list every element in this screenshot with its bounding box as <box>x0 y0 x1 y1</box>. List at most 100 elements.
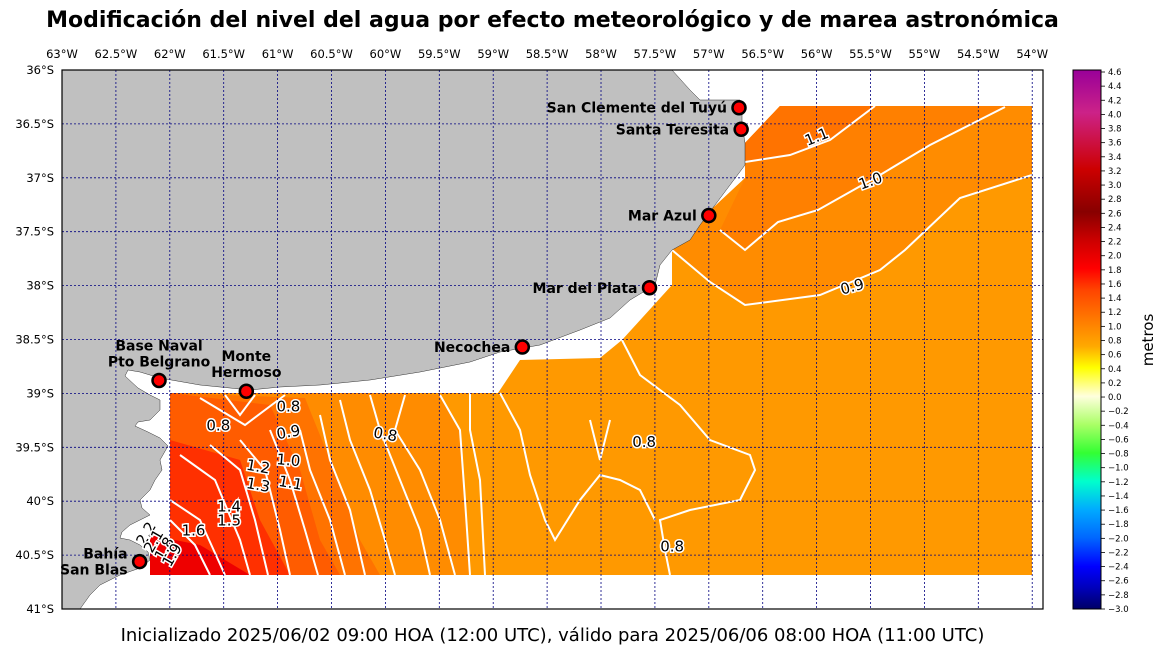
colorbar-tick-label: 2.0 <box>1108 252 1122 262</box>
contour-line-1-4-west <box>269 429 319 576</box>
lat-tick-label: 39.5°S <box>15 440 54 454</box>
contour-label: 1.4 <box>216 496 243 517</box>
station-dot[interactable] <box>514 339 531 355</box>
colorbar-tick-label: −2.8 <box>1108 591 1129 601</box>
colorbar-tick-label: 1.0 <box>1108 322 1122 332</box>
colorbar-tick-label: 3.8 <box>1108 125 1122 135</box>
station-label: San Blas <box>60 563 128 579</box>
contour-label-text: 1.6 <box>182 521 206 539</box>
lon-tick-label: 59.5°W <box>418 47 461 61</box>
contour-label-text: 0.8 <box>206 417 230 435</box>
lat-tick-label: 38°S <box>26 279 54 293</box>
lon-tick-label: 58.5°W <box>526 47 569 61</box>
lon-tick-label: 54°W <box>1016 47 1048 61</box>
colorbar-bar <box>1072 69 1102 610</box>
contour-line-monte-b <box>199 394 286 427</box>
contour-label: 0.8 <box>371 422 401 447</box>
colorbar-tick-label: 3.2 <box>1108 167 1122 177</box>
contour-label-text: 0.8 <box>660 537 684 555</box>
lon-tick-label: 58°W <box>585 47 617 61</box>
station-dot[interactable] <box>151 372 167 389</box>
colorbar-tick-label: 4.4 <box>1108 82 1122 92</box>
contour-line-1-6-west <box>209 444 269 576</box>
colorbar-tick-label: 2.4 <box>1108 223 1122 233</box>
plot-area <box>62 70 1043 609</box>
contour-label: 0.8 <box>275 396 302 417</box>
colorbar-tick-label: −0.2 <box>1108 407 1129 417</box>
colorbar-tick-label: −0.4 <box>1108 421 1129 431</box>
contour-line-0-8-west <box>469 393 486 576</box>
lat-tick-label: 36.5°S <box>15 117 54 131</box>
lat-tick-label: 37°S <box>26 171 54 185</box>
station-dot[interactable] <box>238 383 255 399</box>
station-marker[interactable]: Mar del Plata <box>533 280 658 297</box>
station-dot[interactable] <box>641 280 658 296</box>
colorbar-tick-label: −2.4 <box>1108 563 1129 573</box>
lon-tick-label: 57°W <box>693 47 725 61</box>
colorbar-tick-label: 1.8 <box>1108 266 1122 276</box>
contour-line-1-9-west <box>169 519 211 576</box>
station-marker[interactable]: Mar Azul <box>628 207 717 225</box>
colorbar-tick-label: −0.6 <box>1108 435 1129 445</box>
contour-line-1-3-west <box>299 429 346 576</box>
lon-tick-label: 62°W <box>154 47 186 61</box>
colorbar-tick-label: −1.6 <box>1108 506 1129 516</box>
colorbar-tick-label: 3.4 <box>1108 153 1122 163</box>
colorbar-tick-label: −3.0 <box>1108 605 1129 615</box>
colorbar-tick-label: −2.0 <box>1108 534 1129 544</box>
station-label: Monte <box>221 349 271 365</box>
contour-line-1-0-west <box>369 394 431 576</box>
lon-tick-labels: 63°W 62.5°W 62°W 61.5°W 61°W 60.5°W 60°W 59.5°W… <box>46 47 1048 61</box>
station-marker[interactable]: Santa Teresita <box>616 121 749 138</box>
station-label: Bahía <box>83 547 127 563</box>
colorbar-tick-label: −2.6 <box>1108 577 1129 587</box>
lon-tick-label: 54.5°W <box>957 47 1000 61</box>
station-label: Mar Azul <box>628 209 697 225</box>
contour-label: 1.0 <box>274 449 302 472</box>
colorbar-tick-label: 0.4 <box>1108 365 1122 375</box>
station-label: Base Naval <box>115 338 202 354</box>
contour-line-1-7-west <box>179 454 251 576</box>
lat-tick-label: 37.5°S <box>15 225 54 239</box>
station-dot[interactable] <box>733 121 749 138</box>
colorbar-tick-label: 3.6 <box>1108 139 1122 149</box>
lon-tick-label: 55°W <box>909 47 941 61</box>
station-dot[interactable] <box>131 553 148 570</box>
contour-line-0-8-loop <box>589 419 611 461</box>
station-marker[interactable]: San Clemente del Tuyú <box>547 99 747 117</box>
station-dot[interactable] <box>731 99 747 116</box>
contour-line-monte <box>224 394 256 417</box>
colorbar-tick-label: 4.6 <box>1108 68 1122 78</box>
lat-tick-labels: 36°S 36.5°S 37°S 37.5°S 38°S 38.5°S 39°S 39.5°S… <box>15 63 54 616</box>
contour-line-1-5-west <box>239 439 291 576</box>
contour-label: 1.5 <box>216 510 243 531</box>
colorbar-tick-label: −1.4 <box>1108 492 1129 502</box>
colorbar-tick-label: 0.6 <box>1108 351 1122 361</box>
contour-line-0-8-east <box>621 339 757 576</box>
contour-label-text: 0.8 <box>372 423 399 445</box>
contour-label: 1.3 <box>243 473 273 498</box>
colorbar-tick-label: 2.6 <box>1108 209 1122 219</box>
contour-line-1-0 <box>719 106 1006 252</box>
colorbar-title: metros <box>1139 314 1157 367</box>
footer-caption: Inicializado 2025/06/02 09:00 HOA (12:00… <box>120 625 985 646</box>
lat-tick-label: 41°S <box>26 602 54 616</box>
colorbar-tick-label: 0.2 <box>1108 379 1122 389</box>
lon-tick-label: 61°W <box>262 47 294 61</box>
colorbar: 4.6 4.4 4.2 4.0 3.8 3.6 3.4 3.2 3.0 2.8 2.6 2.4 2.2 2… <box>1072 68 1157 615</box>
contour-line-1-8-west <box>169 499 226 576</box>
station-dot[interactable] <box>701 207 717 224</box>
station-marker[interactable]: Necochea <box>434 339 531 356</box>
station-label: Santa Teresita <box>616 122 729 138</box>
station-label: Pto Belgrano <box>108 354 211 370</box>
lat-tick-label: 40.5°S <box>15 548 54 562</box>
lat-tick-label: 40°S <box>26 494 54 508</box>
contour-line-1-1 <box>744 105 876 163</box>
level-band-1-1 <box>745 106 875 162</box>
contour-label-text: 1.3 <box>245 474 272 496</box>
station-label: San Clemente del Tuyú <box>547 101 727 117</box>
